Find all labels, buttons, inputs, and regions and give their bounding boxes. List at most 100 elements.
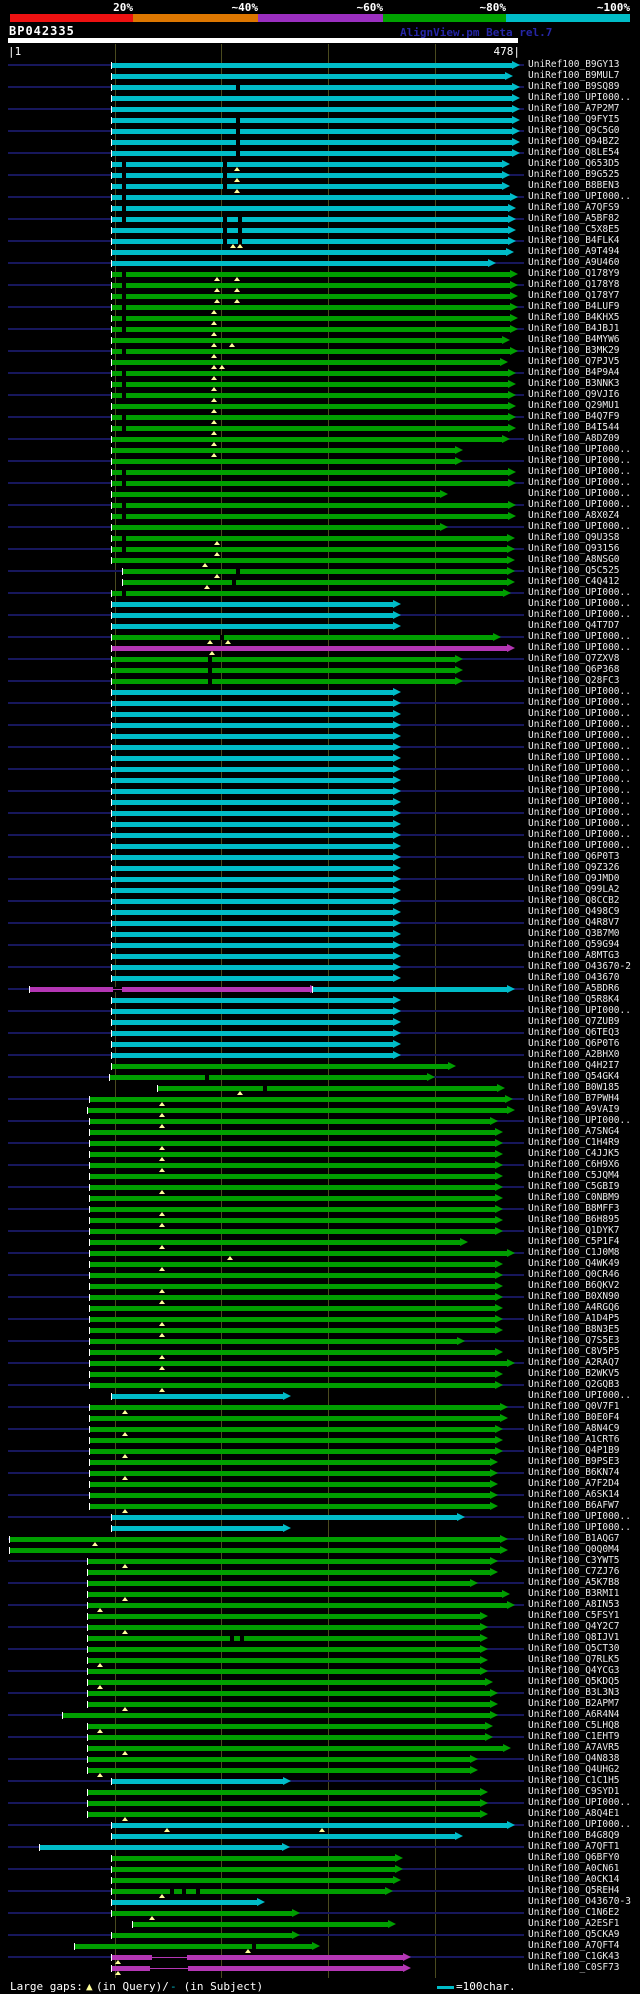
hit-bar[interactable] (112, 591, 503, 596)
hit-bar[interactable] (90, 1405, 500, 1410)
hit-label[interactable]: UniRef100_B6H895 (528, 1214, 620, 1225)
hit-bar[interactable] (90, 1229, 495, 1234)
hit-bar[interactable] (90, 1416, 500, 1421)
hit-bar[interactable] (112, 701, 393, 706)
hit-bar[interactable] (88, 1559, 490, 1564)
hit-bar[interactable] (112, 756, 393, 761)
hit-bar[interactable] (90, 1350, 495, 1355)
hit-label[interactable]: UniRef100_UPI000.. (528, 708, 631, 719)
hit-label[interactable]: UniRef100_C1N6E2 (528, 1907, 620, 1918)
hit-label[interactable]: UniRef100_C1C1H5 (528, 1775, 620, 1786)
hit-label[interactable]: UniRef100_Q4P1B9 (528, 1445, 620, 1456)
hit-bar[interactable] (112, 250, 506, 255)
hit-label[interactable]: UniRef100_Q5CKA9 (528, 1929, 620, 1940)
hit-label[interactable]: UniRef100_Q9U3S8 (528, 532, 620, 543)
hit-label[interactable]: UniRef100_UPI000.. (528, 686, 631, 697)
hit-label[interactable]: UniRef100_B9SQ89 (528, 81, 620, 92)
hit-bar[interactable] (88, 1108, 507, 1113)
hit-label[interactable]: UniRef100_Q0CR46 (528, 1269, 620, 1280)
hit-label[interactable]: UniRef100_UPI000.. (528, 1797, 631, 1808)
hit-label[interactable]: UniRef100_A8IN53 (528, 1599, 620, 1610)
hit-bar[interactable] (112, 1515, 457, 1520)
hit-bar[interactable] (112, 151, 512, 156)
hit-bar[interactable] (112, 239, 508, 244)
hit-label[interactable]: UniRef100_B4Q7F9 (528, 411, 620, 422)
hit-bar[interactable] (112, 525, 440, 530)
hit-bar[interactable] (112, 118, 512, 123)
hit-bar[interactable] (112, 481, 508, 486)
hit-bar[interactable] (112, 360, 500, 365)
hit-label[interactable]: UniRef100_B0E0F4 (528, 1412, 620, 1423)
hit-label[interactable]: UniRef100_B6QKV2 (528, 1280, 620, 1291)
hit-bar[interactable] (90, 1328, 495, 1333)
hit-bar[interactable] (90, 1196, 495, 1201)
hit-label[interactable]: UniRef100_Q9C5G0 (528, 125, 620, 136)
hit-bar[interactable] (112, 1834, 455, 1839)
hit-bar[interactable] (10, 1548, 500, 1553)
hit-label[interactable]: UniRef100_UPI000.. (528, 598, 631, 609)
hit-bar[interactable] (88, 1801, 480, 1806)
hit-label[interactable]: UniRef100_Q5C525 (528, 565, 620, 576)
hit-label[interactable]: UniRef100_UPI000.. (528, 719, 631, 730)
hit-label[interactable]: UniRef100_A2ESF1 (528, 1918, 620, 1929)
hit-label[interactable]: UniRef100_UPI000.. (528, 191, 631, 202)
hit-bar[interactable] (88, 1669, 480, 1674)
hit-label[interactable]: UniRef100_UPI000.. (528, 92, 631, 103)
hit-bar[interactable] (112, 1878, 393, 1883)
hit-label[interactable]: UniRef100_A5BDR6 (528, 983, 620, 994)
hit-bar[interactable] (112, 1053, 393, 1058)
hit-bar[interactable] (112, 712, 393, 717)
hit-label[interactable]: UniRef100_A1CRT6 (528, 1434, 620, 1445)
hit-bar[interactable] (112, 910, 393, 915)
hit-bar[interactable] (112, 602, 393, 607)
hit-bar[interactable] (112, 921, 393, 926)
hit-bar[interactable] (112, 635, 493, 640)
hit-label[interactable]: UniRef100_B0XN90 (528, 1291, 620, 1302)
hit-bar[interactable] (112, 1856, 395, 1861)
hit-bar[interactable] (112, 415, 508, 420)
hit-label[interactable]: UniRef100_A8N4C9 (528, 1423, 620, 1434)
hit-label[interactable]: UniRef100_B9GY13 (528, 59, 620, 70)
hit-bar[interactable] (112, 327, 510, 332)
hit-bar[interactable] (90, 1361, 507, 1366)
hit-label[interactable]: UniRef100_UPI000.. (528, 1115, 631, 1126)
hit-label[interactable]: UniRef100_Q28FC3 (528, 675, 620, 686)
hit-bar[interactable] (90, 1449, 495, 1454)
hit-label[interactable]: UniRef100_UPI000.. (528, 1522, 631, 1533)
hit-label[interactable]: UniRef100_Q0Q0M4 (528, 1544, 620, 1555)
hit-bar[interactable] (90, 1130, 495, 1135)
hit-label[interactable]: UniRef100_Q4H2I7 (528, 1060, 620, 1071)
hit-bar[interactable] (112, 1779, 283, 1784)
hit-label[interactable]: UniRef100_B4G8Q9 (528, 1830, 620, 1841)
hit-bar[interactable] (88, 1724, 485, 1729)
hit-label[interactable]: UniRef100_UPI000.. (528, 455, 631, 466)
hit-label[interactable]: UniRef100_Q7ZXV8 (528, 653, 620, 664)
hit-label[interactable]: UniRef100_UPI000.. (528, 631, 631, 642)
hit-label[interactable]: UniRef100_UPI000.. (528, 697, 631, 708)
hit-bar[interactable] (112, 734, 393, 739)
hit-bar[interactable] (112, 63, 512, 68)
hit-label[interactable]: UniRef100_Q4R8V7 (528, 917, 620, 928)
hit-label[interactable]: UniRef100_C3YWT5 (528, 1555, 620, 1566)
hit-bar[interactable] (112, 1867, 395, 1872)
hit-bar[interactable] (90, 1317, 495, 1322)
hit-label[interactable]: UniRef100_B3MK29 (528, 345, 620, 356)
hit-bar[interactable] (88, 1735, 485, 1740)
hit-label[interactable]: UniRef100_B4MYW6 (528, 334, 620, 345)
hit-bar[interactable] (123, 580, 507, 585)
hit-label[interactable]: UniRef100_Q99LA2 (528, 884, 620, 895)
hit-label[interactable]: UniRef100_O43670-3 (528, 1896, 631, 1907)
hit-label[interactable]: UniRef100_C4Q412 (528, 576, 620, 587)
hit-bar[interactable] (112, 272, 510, 277)
hit-label[interactable]: UniRef100_A7P2M7 (528, 103, 620, 114)
hit-bar[interactable] (112, 778, 393, 783)
hit-label[interactable]: UniRef100_A5K7B8 (528, 1577, 620, 1588)
hit-label[interactable]: UniRef100_C5FSY1 (528, 1610, 620, 1621)
hit-label[interactable]: UniRef100_Q4WK49 (528, 1258, 620, 1269)
hit-label[interactable]: UniRef100_A7QFT1 (528, 1841, 620, 1852)
hit-label[interactable]: UniRef100_A9U460 (528, 257, 620, 268)
hit-bar[interactable] (112, 822, 393, 827)
hit-label[interactable]: UniRef100_A6SK14 (528, 1489, 620, 1500)
hit-bar[interactable] (88, 1757, 470, 1762)
hit-bar[interactable] (90, 1174, 495, 1179)
